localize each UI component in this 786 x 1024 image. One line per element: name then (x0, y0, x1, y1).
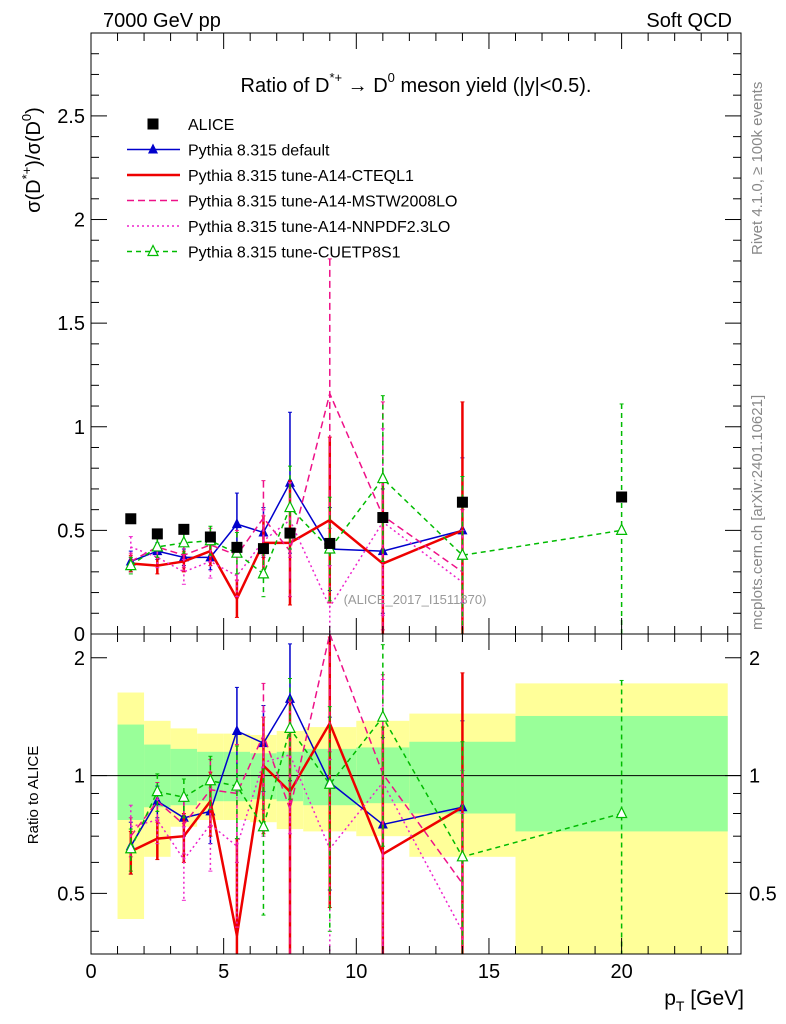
ratio-series-0-point (231, 724, 242, 735)
ratio-y-tick-label-left: 1 (74, 766, 85, 788)
mcplots-label: mcplots.cern.ch [arXiv:2401.10621] (749, 395, 766, 630)
ratio-y-tick-label-right: 2 (749, 648, 760, 670)
main-series-4-line (130, 518, 463, 609)
main-series-1-line (130, 481, 463, 563)
main-plot-area (124, 258, 628, 635)
ratio-y-tick-label-left: 2 (74, 648, 85, 670)
main-y-tick-label: 1.5 (57, 313, 85, 335)
ratio-series-1-line (130, 720, 464, 936)
legend-entry-4: Pythia 8.315 tune-A14-NNPDF2.3LO (188, 219, 450, 236)
ratio-series-4-point (284, 721, 296, 733)
x-tick-label: 20 (610, 961, 632, 983)
ratio-series-3-line (130, 753, 464, 932)
main-series-5-point (284, 500, 296, 513)
main-series-1-point (231, 518, 242, 529)
ratio-series-4-point (323, 776, 336, 789)
ratio-series-2-line (130, 631, 464, 884)
ratio-axes: 0.5 0.51 12 20 5 10 15 20 (57, 634, 777, 983)
main-series-0-point (257, 543, 269, 555)
main-series-5-point (456, 547, 469, 560)
ratio-series-0-line (130, 697, 463, 847)
ratio-series-4-point (124, 841, 137, 854)
x-tick-label: 5 (218, 961, 229, 983)
main-series-0-point (456, 496, 468, 508)
legend-entry-2: Pythia 8.315 tune-A14-CTEQL1 (188, 168, 414, 185)
main-series-5-point (177, 535, 190, 548)
ratio-series-4-point (376, 709, 389, 722)
main-series-0-point (125, 513, 137, 525)
main-series-0-point (616, 491, 628, 503)
rivet-version-label: Rivet 4.1.0, ≥ 100k events (749, 82, 766, 255)
main-title: Ratio of D*+ → D0 meson yield (|y|<0.5). (241, 70, 592, 97)
main-series-5-point (151, 539, 164, 552)
x-tick-label: 0 (85, 961, 96, 983)
main-series-5-point (376, 471, 389, 484)
legend-entry-5: Pythia 8.315 tune-CUETP8S1 (188, 245, 401, 262)
x-axis-label: pT [GeV] (664, 987, 744, 1014)
main-series-3-line (130, 391, 463, 573)
beam-label: 7000 GeV pp (103, 10, 221, 32)
ratio-y-tick-label-right: 1 (749, 766, 760, 788)
legend: ALICE Pythia 8.315 default Pythia 8.315 tu… (127, 117, 457, 262)
main-series-5-point (124, 558, 137, 571)
main-series-0-point (377, 512, 389, 524)
legend-marker-0 (147, 118, 159, 130)
legend-entry-0: ALICE (188, 117, 234, 134)
ratio-plot-area (124, 631, 628, 955)
ratio-y-tick-label-right: 0.5 (749, 883, 777, 905)
main-y-tick-label: 1 (74, 417, 85, 439)
legend-marker-1 (148, 143, 158, 154)
ratio-series-4-point (151, 784, 164, 797)
ratio-y-tick-label-left: 0.5 (57, 883, 85, 905)
ratio-frame (90, 633, 742, 955)
legend-entry-1: Pythia 8.315 default (188, 143, 330, 160)
analysis-tag: (ALICE_2017_I1511870) (344, 592, 487, 607)
main-series-0-point (204, 531, 216, 543)
main-y-tick-label: 2 (74, 210, 85, 232)
x-tick-label: 10 (345, 961, 367, 983)
main-y-tick-label: 0.5 (57, 520, 85, 542)
ratio-series-4-point (456, 849, 469, 862)
main-y-tick-label: 0 (74, 624, 85, 646)
ratio-series-4-point (230, 778, 243, 791)
main-series-0-point (284, 527, 296, 539)
legend-entry-3: Pythia 8.315 tune-A14-MSTW2008LO (188, 194, 457, 211)
main-series-0-point (178, 523, 190, 535)
inner-uncertainty-band (117, 724, 145, 820)
ratio-series-4-point (204, 773, 217, 786)
x-tick-label: 15 (478, 961, 500, 983)
main-series-0-point (151, 528, 163, 540)
legend-marker-5 (147, 244, 159, 257)
ratio-series-4-point (177, 789, 190, 802)
main-series-0-point (231, 541, 243, 553)
ratio-series-4-point (615, 806, 628, 819)
process-label: Soft QCD (646, 10, 732, 32)
main-y-tick-label: 2.5 (57, 106, 85, 128)
main-series-5-point (615, 523, 628, 535)
main-y-axis: 0 0.5 1 1.5 2 2.5 (57, 33, 741, 646)
main-series-2-line (130, 518, 463, 602)
ratio-series-4-point (257, 819, 270, 832)
main-y-axis-label: σ(D*+)/σ(D0) (19, 107, 45, 213)
main-series-5-point (257, 566, 270, 579)
main-series-0-point (324, 537, 336, 549)
ratio-series-4-line (130, 715, 622, 858)
ratio-y-axis-label: Ratio to ALICE (25, 746, 42, 844)
